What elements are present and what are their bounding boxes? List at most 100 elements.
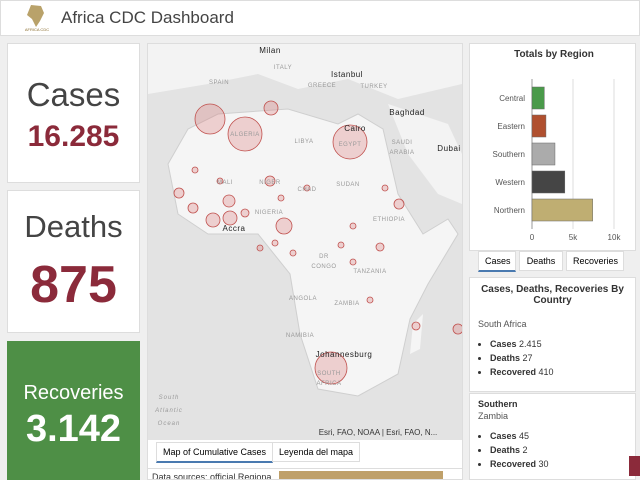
y-tick-label: Southern xyxy=(493,150,525,159)
case-bubble xyxy=(191,166,199,174)
map-label: ITALY xyxy=(274,65,292,71)
deaths-card: Deaths 875 xyxy=(7,190,140,333)
stat-value: 2.415 xyxy=(519,339,542,349)
case-bubble xyxy=(375,242,385,252)
map-label: Istanbul xyxy=(331,70,363,79)
x-tick-label: 0 xyxy=(530,233,535,242)
cases-label: Cases xyxy=(26,76,121,113)
case-bubble xyxy=(314,351,348,385)
bar xyxy=(531,170,566,194)
stats-list: Cases 2.415 Deaths 27 Recovered 410 xyxy=(470,339,630,377)
case-bubble xyxy=(277,194,285,202)
map-label: DR xyxy=(319,254,329,260)
case-bubble xyxy=(337,241,345,249)
stats-list: Cases 45 Deaths 2 Recovered 30 xyxy=(470,431,630,469)
stat-row: Cases 45 xyxy=(490,431,630,441)
stat-row: Cases 2.415 xyxy=(490,339,630,349)
case-bubble xyxy=(366,296,374,304)
case-bubble xyxy=(271,239,279,247)
panel-title: Cases, Deaths, Recoveries By Country xyxy=(481,284,624,306)
map-label: Accra xyxy=(223,224,246,233)
x-tick-label: 5k xyxy=(569,233,578,242)
map-label: Dubai xyxy=(437,144,460,153)
case-bubble xyxy=(256,244,264,252)
chart-card: Totals by Region 0 5k 10k Central Eastern Sou… xyxy=(469,43,636,251)
map-label: MALI xyxy=(217,180,233,186)
map-label: CONGO xyxy=(311,264,336,270)
case-bubble xyxy=(349,222,357,230)
chart-tab[interactable]: Cases xyxy=(478,251,516,272)
recoveries-label: Recoveries xyxy=(23,382,124,404)
map-label: Ocean xyxy=(158,421,181,427)
stat-row: Recovered 30 xyxy=(490,459,630,469)
map-tab[interactable]: Map of Cumulative Cases xyxy=(156,442,274,463)
case-bubble xyxy=(263,100,279,116)
stat-value: 30 xyxy=(538,459,549,469)
scroll-button[interactable] xyxy=(629,456,640,476)
title: Africa CDC Dashboard xyxy=(61,8,234,27)
chart-tab[interactable]: Deaths xyxy=(519,251,563,271)
case-bubble xyxy=(393,198,405,210)
case-bubble xyxy=(381,184,389,192)
map-label: EGYPT xyxy=(339,142,362,148)
country: Zambia xyxy=(478,411,509,421)
attribution: Esri, FAO, NOAA | Esri, FAO, N... xyxy=(319,428,438,437)
map-label: TURKEY xyxy=(360,84,387,90)
map-label: ETHIOPIA xyxy=(373,217,405,223)
x-tick-label: 10k xyxy=(608,233,622,242)
case-bubble xyxy=(289,249,297,257)
map-label: NIGER xyxy=(259,180,281,186)
country: South Africa xyxy=(478,319,527,329)
case-bubble xyxy=(452,323,462,335)
chart-title: Totals by Region xyxy=(514,49,594,60)
data-sources: Data sources: official Regiona xyxy=(152,472,272,480)
case-bubble xyxy=(187,202,199,214)
map-label: TANZANIA xyxy=(353,269,386,275)
map[interactable]: Milan ITALY SPAIN GREECE Istanbul TURKEY Baghd… xyxy=(148,44,462,440)
map-label: SOUTH xyxy=(317,371,341,377)
y-tick-label: Central xyxy=(499,94,525,103)
stat-row: Deaths 2 xyxy=(490,445,630,455)
case-bubble xyxy=(222,210,238,226)
stat-label: Deaths xyxy=(490,353,521,363)
stat-label: Recovered xyxy=(490,459,537,469)
stat-label: Deaths xyxy=(490,445,521,455)
case-bubble xyxy=(227,116,263,152)
cases-card: Cases 16.285 xyxy=(7,43,140,183)
case-bubble xyxy=(332,124,368,160)
stat-value: 45 xyxy=(519,431,530,441)
case-bubble xyxy=(264,175,276,187)
map-label: ANGOLA xyxy=(289,296,317,302)
stat-label: Cases xyxy=(490,431,517,441)
case-bubble xyxy=(411,321,421,331)
case-bubble xyxy=(275,217,293,235)
map-label: NAMIBIA xyxy=(286,333,314,339)
y-tick-label: Eastern xyxy=(497,122,525,131)
country-panel: Southern Zambia Cases 45 Deaths 2 Recovere… xyxy=(469,393,636,480)
map-label: SAUDI xyxy=(392,140,413,146)
stat-label: Recovered xyxy=(490,367,537,377)
map-label: Baghdad xyxy=(389,108,425,117)
y-tick-label: Northern xyxy=(494,206,525,215)
logo: AFRICA CDC xyxy=(25,5,49,32)
country-panel: Cases, Deaths, Recoveries By Country Sou… xyxy=(469,277,636,392)
map-label: ARABIA xyxy=(389,150,414,156)
map-label: ALGERIA xyxy=(230,132,260,138)
stat-label: Cases xyxy=(490,339,517,349)
map-label: CHAD xyxy=(297,187,316,193)
case-bubble xyxy=(194,103,226,135)
map-label: Atlantic xyxy=(154,408,183,414)
map-label: Cairo xyxy=(344,124,366,133)
bar xyxy=(531,198,593,222)
region: Southern xyxy=(478,399,518,409)
map-label: SPAIN xyxy=(209,80,229,86)
header: AFRICA CDC Africa CDC Dashboard xyxy=(0,0,640,36)
cases-value: 16.285 xyxy=(27,120,120,153)
map-label: GREECE xyxy=(308,83,336,89)
case-bubble xyxy=(240,208,250,218)
deaths-label: Deaths xyxy=(24,209,123,244)
map-tab[interactable]: Leyenda del mapa xyxy=(272,442,361,462)
stat-value: 2 xyxy=(522,445,528,455)
map-label: SUDAN xyxy=(336,182,360,188)
chart-tab[interactable]: Recoveries xyxy=(566,251,624,271)
